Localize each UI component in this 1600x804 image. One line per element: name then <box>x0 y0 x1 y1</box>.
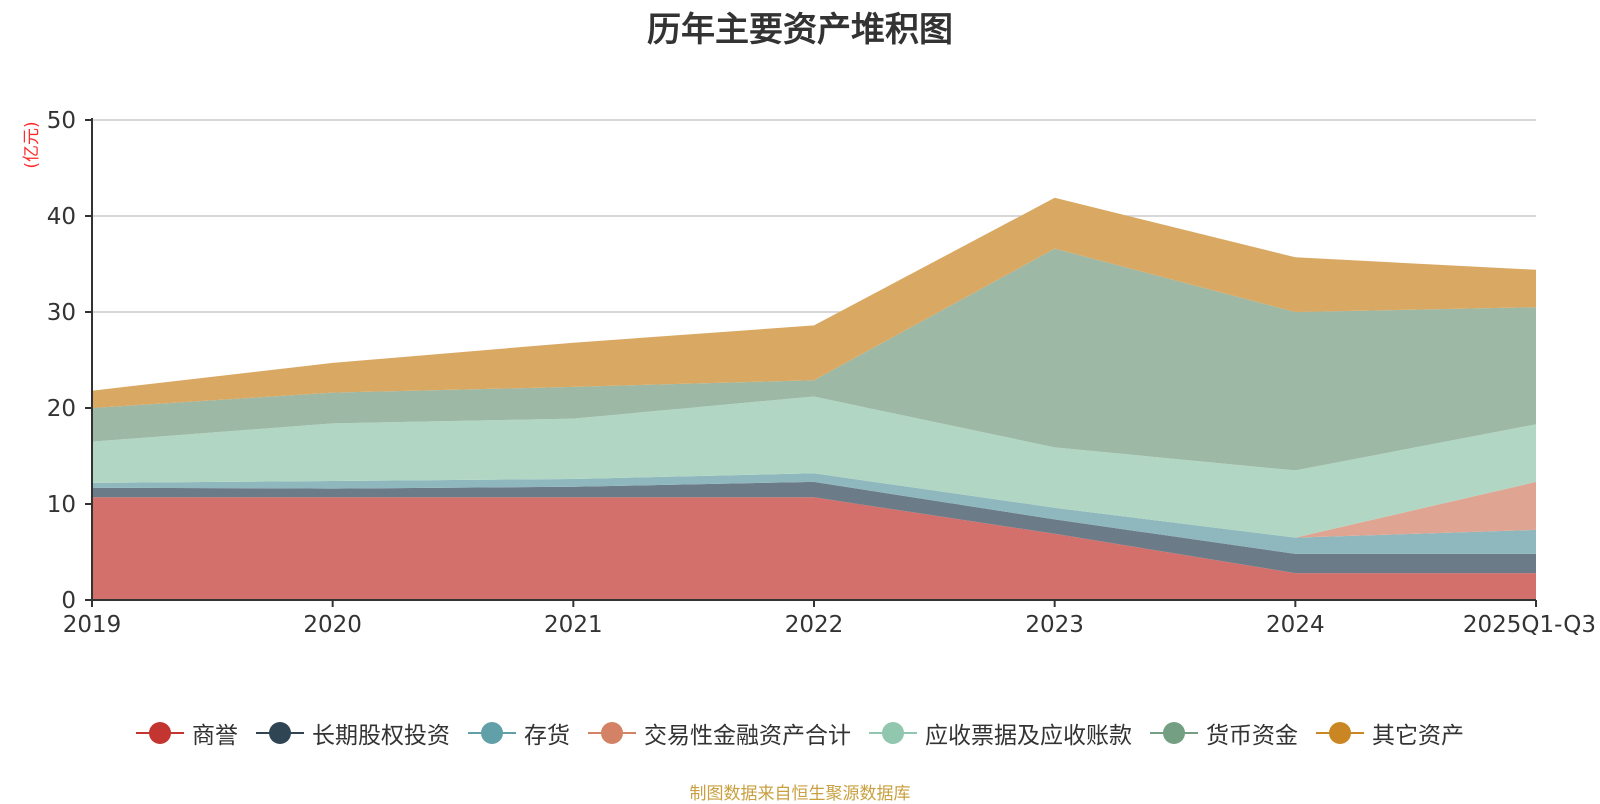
point-s6-3[interactable] <box>811 322 817 328</box>
chart-title: 历年主要资产堆积图 <box>647 10 953 50</box>
x-tick-label-2: 2021 <box>544 612 603 638</box>
area-series-3[interactable] <box>92 473 1536 538</box>
legend-label: 应收票据及应收账款 <box>925 723 1132 749</box>
y-tick-label-30: 30 <box>47 300 76 326</box>
legend-label: 存货 <box>524 723 570 749</box>
y-axis-label: (亿元) <box>22 121 42 168</box>
legend-marker-icon <box>1316 721 1364 745</box>
area-series-2[interactable] <box>92 473 1536 554</box>
legend-marker-icon <box>869 721 917 745</box>
point-s6-5[interactable] <box>1292 254 1298 260</box>
point-s6-2[interactable] <box>570 340 576 346</box>
x-tick-label-3: 2022 <box>785 612 844 638</box>
area-series-6[interactable] <box>92 197 1536 408</box>
y-tick-label-40: 40 <box>47 204 76 230</box>
legend-marker-icon <box>588 721 636 745</box>
legend-item-2[interactable]: 存货 <box>468 716 570 750</box>
area-series-0[interactable] <box>92 497 1536 600</box>
legend-item-0[interactable]: 商誉 <box>136 716 238 750</box>
legend-label: 其它资产 <box>1372 723 1464 749</box>
point-s6-1[interactable] <box>330 360 336 366</box>
x-tick-label-5: 2024 <box>1266 612 1325 638</box>
source-note: 制图数据来自恒生聚源数据库 <box>689 784 911 804</box>
legend-item-5[interactable]: 货币资金 <box>1150 716 1298 750</box>
y-tick-label-0: 0 <box>61 588 76 614</box>
legend-item-3[interactable]: 交易性金融资产合计 <box>588 716 851 750</box>
legend-label: 交易性金融资产合计 <box>644 723 851 749</box>
point-s6-4[interactable] <box>1052 195 1058 201</box>
legend-item-1[interactable]: 长期股权投资 <box>256 716 450 750</box>
legend-marker-icon <box>136 721 184 745</box>
legend-label: 商誉 <box>192 723 238 749</box>
x-tick-label-0: 2019 <box>63 612 122 638</box>
x-tick-label-1: 2020 <box>303 612 362 638</box>
y-tick-label-50: 50 <box>47 108 76 134</box>
area-series-4[interactable] <box>92 396 1536 538</box>
legend-label: 长期股权投资 <box>312 723 450 749</box>
y-tick-label-10: 10 <box>47 492 76 518</box>
legend-item-6[interactable]: 其它资产 <box>1316 716 1464 750</box>
point-s6-6[interactable] <box>1533 267 1539 273</box>
x-tick-label-4: 2023 <box>1025 612 1084 638</box>
legend: 商誉 长期股权投资 存货 交易性金融资产合计 应收票据及应收账款 货币资金 其它资产 <box>0 716 1600 750</box>
y-tick-label-20: 20 <box>47 396 76 422</box>
legend-marker-icon <box>1150 721 1198 745</box>
area-series-5[interactable] <box>92 248 1536 471</box>
legend-item-4[interactable]: 应收票据及应收账款 <box>869 716 1132 750</box>
axis-layer: 0 10 20 30 40 50 2019 2020 2021 2022 2023 2024 2025Q… <box>47 108 1596 638</box>
legend-marker-icon <box>468 721 516 745</box>
area-series-1[interactable] <box>92 481 1536 574</box>
x-tick-label-6: 2025Q1-Q3 <box>1463 612 1596 638</box>
legend-label: 货币资金 <box>1206 723 1298 749</box>
area-layer <box>92 195 1539 600</box>
legend-marker-icon <box>256 721 304 745</box>
